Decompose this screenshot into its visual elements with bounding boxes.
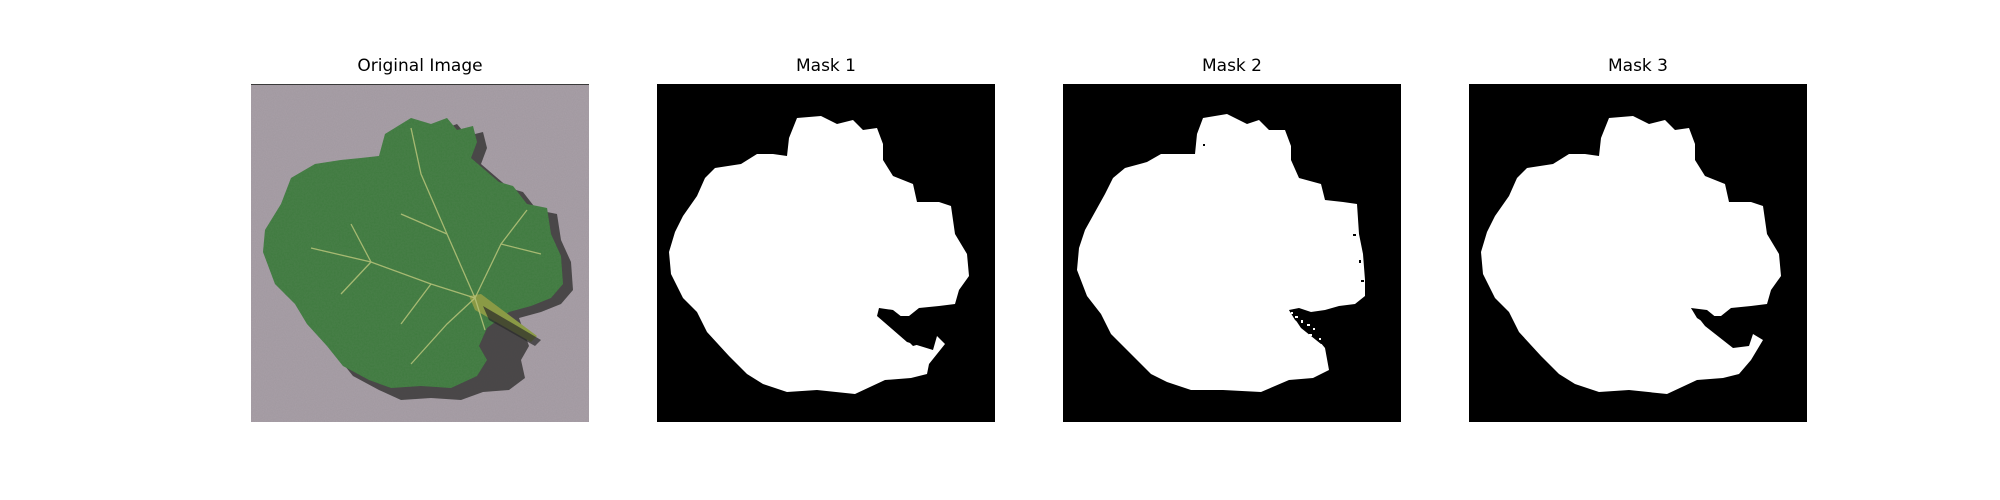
- original-image-panel: Original Image: [251, 56, 589, 422]
- mask-2-speckle: [1285, 306, 1321, 340]
- mask-1-title: Mask 1: [795, 56, 856, 76]
- mask-3-panel: Mask 3: [1469, 56, 1807, 422]
- mask-2-panel: Mask 2: [1063, 56, 1401, 422]
- mask-1-foreground: [669, 116, 969, 394]
- mask-3-image: [1469, 84, 1807, 422]
- leaf-veins: [310, 127, 542, 365]
- mask-2-title: Mask 2: [1201, 56, 1262, 76]
- original-image-title: Original Image: [357, 56, 483, 76]
- mask-1-panel: Mask 1: [657, 56, 995, 422]
- mask-1-image: [657, 84, 995, 422]
- mask-3-title: Mask 3: [1607, 56, 1668, 76]
- mask-2-image: [1063, 84, 1401, 422]
- mask-2-foreground: [1077, 114, 1365, 392]
- mask-2-edge-noise: [1203, 144, 1364, 282]
- leaf: [263, 118, 563, 388]
- original-image: [251, 84, 589, 422]
